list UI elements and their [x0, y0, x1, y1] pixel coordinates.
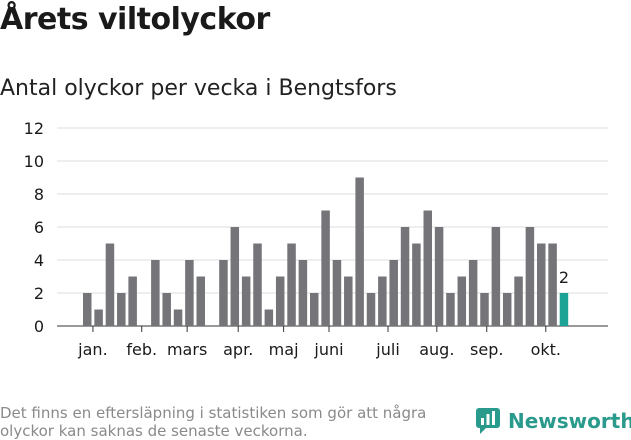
x-tick-label: apr.: [223, 340, 253, 359]
bar: [491, 227, 501, 326]
bar: [525, 227, 535, 326]
footnote: Det finns en eftersläpning i statistiken…: [0, 404, 427, 440]
bar: [480, 293, 489, 326]
y-tick-label: 10: [24, 152, 44, 171]
x-tick-label: aug.: [419, 340, 454, 359]
bar: [412, 243, 421, 326]
x-tick-label: jan.: [77, 340, 107, 359]
x-tick-label: juli: [375, 340, 399, 359]
bar: [502, 293, 512, 326]
bar: [264, 309, 274, 326]
bar: [468, 260, 478, 326]
data-label: 2: [559, 268, 569, 287]
x-tick-label: mars: [167, 340, 207, 359]
bar: [434, 227, 444, 326]
bar: [514, 276, 523, 326]
x-tick-label: maj: [269, 340, 299, 359]
bar: [128, 276, 137, 326]
x-tick-label: juni: [313, 340, 343, 359]
bar: [400, 227, 410, 326]
bar: [548, 243, 557, 326]
newsworthy-logo-icon: [476, 408, 500, 434]
bar: [196, 276, 205, 326]
bar: [332, 260, 342, 326]
bar: [344, 276, 353, 326]
bar: [219, 260, 228, 326]
bar-highlight: [559, 293, 569, 326]
y-tick-label: 6: [34, 218, 44, 237]
bar: [298, 260, 308, 326]
bar: [173, 309, 183, 326]
y-tick-label: 2: [34, 284, 44, 303]
x-tick-label: okt.: [531, 340, 561, 359]
x-tick-label: feb.: [126, 340, 157, 359]
bar: [378, 276, 387, 326]
chart-subtitle: Antal olyckor per vecka i Bengtsfors: [0, 76, 397, 101]
bar: [366, 293, 376, 326]
bar: [389, 260, 398, 326]
bar: [105, 243, 115, 326]
brand-logo[interactable]: Newsworthy: [476, 408, 631, 434]
bar: [275, 276, 285, 326]
bar: [446, 293, 455, 326]
x-tick-label: sep.: [470, 340, 503, 359]
y-tick-label: 12: [24, 119, 44, 138]
bar: [457, 276, 467, 326]
bar: [537, 243, 546, 326]
bar-chart: 0 2 4 6 8 10 12 2 jan. feb. mars apr. maj juni juli aug…: [24, 119, 608, 359]
bar: [241, 276, 251, 326]
bar: [117, 293, 126, 326]
bar: [321, 210, 330, 326]
y-tick-label: 8: [34, 185, 44, 204]
bar: [230, 227, 240, 326]
bar: [185, 260, 194, 326]
bar: [423, 210, 432, 326]
bar: [162, 293, 171, 326]
brand-name: Newsworthy: [508, 409, 631, 433]
bar: [355, 177, 364, 326]
y-tick-label: 4: [34, 251, 44, 270]
bar: [151, 260, 160, 326]
y-tick-label: 0: [34, 317, 44, 336]
bar: [310, 293, 319, 326]
bar: [253, 243, 262, 326]
bar: [94, 309, 103, 326]
chart-title: Årets viltolyckor: [0, 2, 270, 37]
bar: [83, 293, 92, 326]
bar: [287, 243, 296, 326]
